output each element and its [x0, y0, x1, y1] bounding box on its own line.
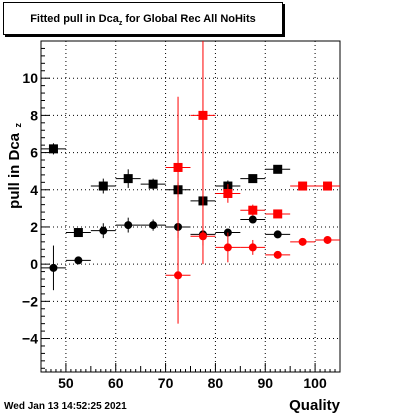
series-2 — [165, 41, 340, 265]
data-point-square — [73, 228, 83, 238]
y-tick-label: −2 — [22, 293, 38, 309]
data-point-circle — [99, 226, 108, 235]
data-point-circle — [198, 232, 207, 241]
data-point-circle — [74, 256, 83, 265]
y-tick-label: 8 — [30, 107, 38, 123]
data-point-circle — [174, 271, 183, 280]
y-tick-label: 4 — [30, 182, 38, 198]
y-tick-label: 0 — [30, 256, 38, 272]
data-point-square — [323, 181, 333, 191]
x-tick-label: 80 — [208, 375, 224, 391]
data-layer — [41, 41, 340, 324]
y-tick-label: −4 — [22, 331, 38, 347]
data-point-circle — [124, 221, 133, 230]
x-tick-label: 90 — [257, 375, 273, 391]
data-point-circle — [49, 263, 58, 272]
data-point-square — [273, 209, 283, 219]
y-tick-label: 6 — [30, 145, 38, 161]
x-tick-label: 60 — [108, 375, 124, 391]
data-point-square — [123, 174, 133, 184]
series-1 — [41, 215, 291, 291]
data-point-square — [298, 181, 308, 191]
data-point-square — [223, 188, 233, 198]
timestamp: Wed Jan 13 14:52:25 2021 — [4, 401, 127, 412]
data-point-circle — [223, 243, 232, 252]
chart-title-box: Fitted pull in Dcaz for Global Rec All N… — [3, 2, 283, 35]
data-point-square — [48, 144, 58, 154]
data-point-circle — [298, 237, 307, 246]
data-point-circle — [248, 243, 257, 252]
chart-title: Fitted pull in Dcaz for Global Rec All N… — [4, 13, 282, 27]
data-point-square — [198, 110, 208, 120]
data-point-circle — [149, 221, 158, 230]
data-point-square — [148, 179, 158, 189]
data-point-square — [273, 164, 283, 174]
data-point-square — [248, 174, 258, 184]
x-tick-label: 50 — [58, 375, 74, 391]
x-tick-label: 70 — [158, 375, 174, 391]
series-3 — [165, 226, 340, 324]
data-point-square — [98, 181, 108, 191]
axes-layer: 50 60 70 80 90 100 −4 −2 0 2 4 6 8 10 — [22, 40, 341, 391]
x-axis-title: Quality — [289, 397, 341, 414]
data-point-circle — [323, 235, 332, 244]
y-axis-title-subscript: z — [13, 123, 23, 128]
grid-layer — [41, 41, 340, 372]
data-point-circle — [273, 250, 282, 259]
chart-title-subscript: z — [118, 20, 123, 28]
y-tick-label: 10 — [22, 70, 38, 86]
chart-title-main: Fitted pull in Dca — [30, 13, 119, 25]
x-tick-label: 100 — [303, 375, 327, 391]
y-axis-title: pull in Dca — [6, 132, 23, 209]
chart-title-rest: for Global Rec All NoHits — [122, 13, 256, 25]
data-point-circle — [248, 215, 257, 224]
y-tick-label: 2 — [30, 219, 38, 235]
plot-frame — [40, 40, 341, 373]
data-point-square — [248, 205, 258, 215]
data-point-square — [173, 162, 183, 172]
data-point-circle — [273, 230, 282, 239]
